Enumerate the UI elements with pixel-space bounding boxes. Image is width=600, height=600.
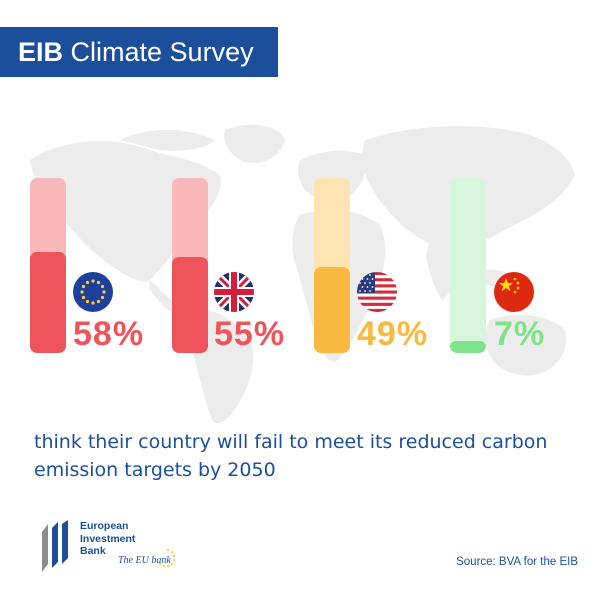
eib-logo [42,520,175,572]
bar-eu [30,251,66,353]
value-label-uk: 55% [214,315,286,353]
title-rest: Climate Survey [70,37,254,67]
chart-title: EIB Climate Survey [0,27,278,77]
bar-track-cn [450,178,486,353]
logo-line-3: Bank [80,545,106,557]
bar-track-us [314,178,350,353]
uk-flag-icon [214,272,254,312]
source-note: Source: BVA for the EIB [456,556,578,568]
bar-cn [450,340,486,353]
bar-track-eu [30,178,66,353]
bar-uk [172,256,208,353]
china-flag-icon [494,272,534,312]
value-label-cn: 7% [494,315,546,353]
us-flag-icon [357,272,397,312]
value-label-us: 49% [357,315,429,353]
logo-tagline: The EU bank [118,555,171,566]
value-label-eu: 58% [73,315,145,353]
title-bold: EIB [18,37,64,67]
logo-text: European Investment Bank [80,520,135,558]
logo-line-2: Investment [80,532,136,545]
bar-us [314,267,350,353]
eu-flag-icon [73,272,113,312]
chart-caption: think their country will fail to meet it… [34,431,548,481]
logo-line-1: European [80,520,129,532]
bar-track-uk [172,178,208,353]
